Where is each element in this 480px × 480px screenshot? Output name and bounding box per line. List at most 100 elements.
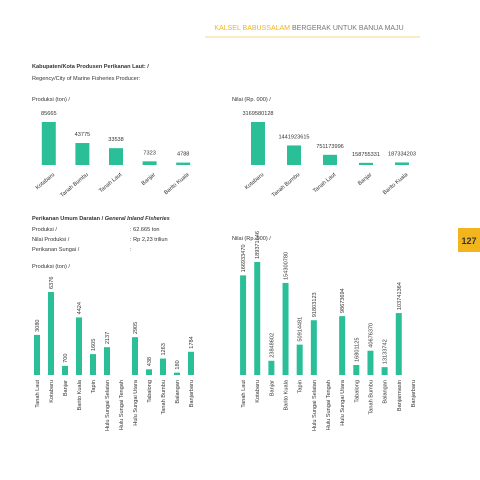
category-label: Hulu Sungai Tengah bbox=[119, 380, 125, 430]
value-label: 1784 bbox=[189, 336, 195, 348]
bar bbox=[353, 364, 360, 375]
info-rows: Produksi /: 62.665 ton Nilai Produksi /: … bbox=[32, 227, 168, 253]
bar bbox=[176, 162, 191, 165]
header-text: BERGERAK UNTUK BANUA MAJU bbox=[292, 25, 404, 32]
bar bbox=[48, 292, 54, 375]
value-label: 16801125 bbox=[354, 337, 360, 361]
value-label: 91803123 bbox=[312, 292, 318, 317]
value-label: 103741364 bbox=[397, 282, 403, 310]
category-label: Tapin bbox=[298, 380, 304, 393]
value-label: 3169580128 bbox=[242, 111, 273, 117]
value-label: 6376 bbox=[49, 277, 55, 289]
value-label: 1263 bbox=[161, 343, 167, 355]
bar bbox=[160, 358, 166, 375]
chart-title: Produksi (ton) / bbox=[32, 264, 70, 270]
value-label: 23848602 bbox=[269, 333, 275, 358]
value-label: 4424 bbox=[77, 302, 83, 314]
bar bbox=[310, 320, 317, 375]
bar bbox=[174, 372, 180, 375]
value-label: 2137 bbox=[105, 332, 111, 344]
value-label: 98673694 bbox=[340, 288, 346, 313]
bar bbox=[359, 162, 373, 165]
title-italic: General Inland Fisheries bbox=[105, 216, 170, 222]
chart-title: Nilai (Rp. 000) / bbox=[232, 97, 271, 103]
category-label: Hulu Sungai Utara bbox=[133, 379, 139, 426]
category-label: Barito Kuala bbox=[77, 379, 83, 410]
value-label: 751173996 bbox=[316, 144, 344, 150]
category-label: Tanah Laut bbox=[35, 380, 41, 408]
value-label: 40676370 bbox=[368, 323, 374, 348]
page-tab bbox=[458, 228, 480, 252]
category-label: Hulu Sungai Selatan bbox=[312, 380, 318, 431]
bar bbox=[109, 148, 123, 165]
value-label: 154300780 bbox=[284, 252, 290, 280]
bar bbox=[62, 365, 68, 375]
section-title: Perikanan Umum Daratan / General Inland … bbox=[32, 216, 170, 222]
value-label: 189371646 bbox=[255, 231, 261, 259]
category-label: Tanah Bumbu bbox=[368, 380, 374, 415]
value-label: 1441923615 bbox=[278, 134, 309, 140]
value-label: 2905 bbox=[133, 322, 139, 334]
bar bbox=[142, 161, 157, 165]
bar bbox=[41, 122, 56, 165]
bar bbox=[104, 347, 110, 375]
category-label: Tanah Laut bbox=[241, 380, 247, 408]
category-label: Banjarbaru bbox=[411, 380, 417, 407]
row-value: : 62.665 ton bbox=[130, 227, 160, 233]
bar bbox=[132, 337, 138, 375]
bar bbox=[367, 350, 374, 375]
bar bbox=[254, 262, 261, 375]
value-label: 7323 bbox=[143, 150, 155, 156]
title-part: Perikanan Umum Daratan / bbox=[32, 216, 105, 222]
category-label: Hulu Sungai Selatan bbox=[105, 380, 111, 431]
header-highlight: KALSEL BABUSSALAM bbox=[214, 25, 290, 32]
row-label: Perikanan Sungai / bbox=[32, 247, 80, 253]
bar bbox=[188, 351, 194, 375]
category-label: Hulu Sungai Tengah bbox=[326, 380, 332, 430]
value-label: 4788 bbox=[177, 152, 189, 158]
page-number: 127 bbox=[461, 236, 476, 246]
category-label: Banjarmasin bbox=[397, 380, 403, 411]
bar bbox=[323, 154, 337, 165]
category-label: Kotabaru bbox=[49, 380, 55, 403]
value-label: 85665 bbox=[41, 111, 57, 117]
bar bbox=[381, 367, 388, 375]
value-label: 180 bbox=[175, 360, 181, 369]
row-label: Nilai Produksi / bbox=[32, 237, 70, 243]
row-value: : bbox=[130, 247, 132, 253]
bar bbox=[146, 369, 152, 375]
bar bbox=[268, 360, 275, 375]
value-label: 158755331 bbox=[352, 152, 380, 158]
bar bbox=[296, 344, 303, 375]
category-label: Banjar bbox=[269, 380, 275, 396]
bar bbox=[76, 317, 82, 375]
category-label: Banjarbaru bbox=[189, 380, 195, 407]
category-label: Balangan bbox=[383, 380, 389, 404]
category-label: Balangan bbox=[175, 380, 181, 404]
bar bbox=[282, 282, 289, 375]
value-label: 33538 bbox=[108, 137, 124, 143]
value-label: 700 bbox=[63, 354, 69, 363]
bar bbox=[75, 143, 90, 165]
category-label: Tabalong bbox=[354, 380, 360, 403]
chart-title: Nilai (Rp. 000) / bbox=[232, 236, 271, 242]
category-label: Tabalong bbox=[147, 380, 153, 403]
value-label: 438 bbox=[147, 357, 153, 366]
section-subtitle: Regency/City of Marine Fisheries Produce… bbox=[32, 76, 141, 82]
value-label: 166933470 bbox=[241, 244, 247, 272]
value-label: 50914481 bbox=[298, 317, 304, 342]
bar bbox=[240, 275, 247, 375]
category-label: Kotabaru bbox=[255, 380, 261, 403]
category-label: Barito Kuala bbox=[284, 379, 290, 410]
bar bbox=[251, 122, 265, 165]
value-label: 43775 bbox=[75, 132, 91, 138]
value-label: 1605 bbox=[91, 339, 97, 351]
category-label: Tanah Bumbu bbox=[161, 380, 167, 415]
category-label: Banjar bbox=[63, 380, 69, 396]
bar bbox=[287, 145, 301, 165]
chart-title: Produksi (ton) / bbox=[32, 97, 70, 103]
category-label: Tapin bbox=[91, 380, 97, 393]
category-label: Hulu Sungai Utara bbox=[340, 379, 346, 426]
bar bbox=[34, 334, 40, 375]
